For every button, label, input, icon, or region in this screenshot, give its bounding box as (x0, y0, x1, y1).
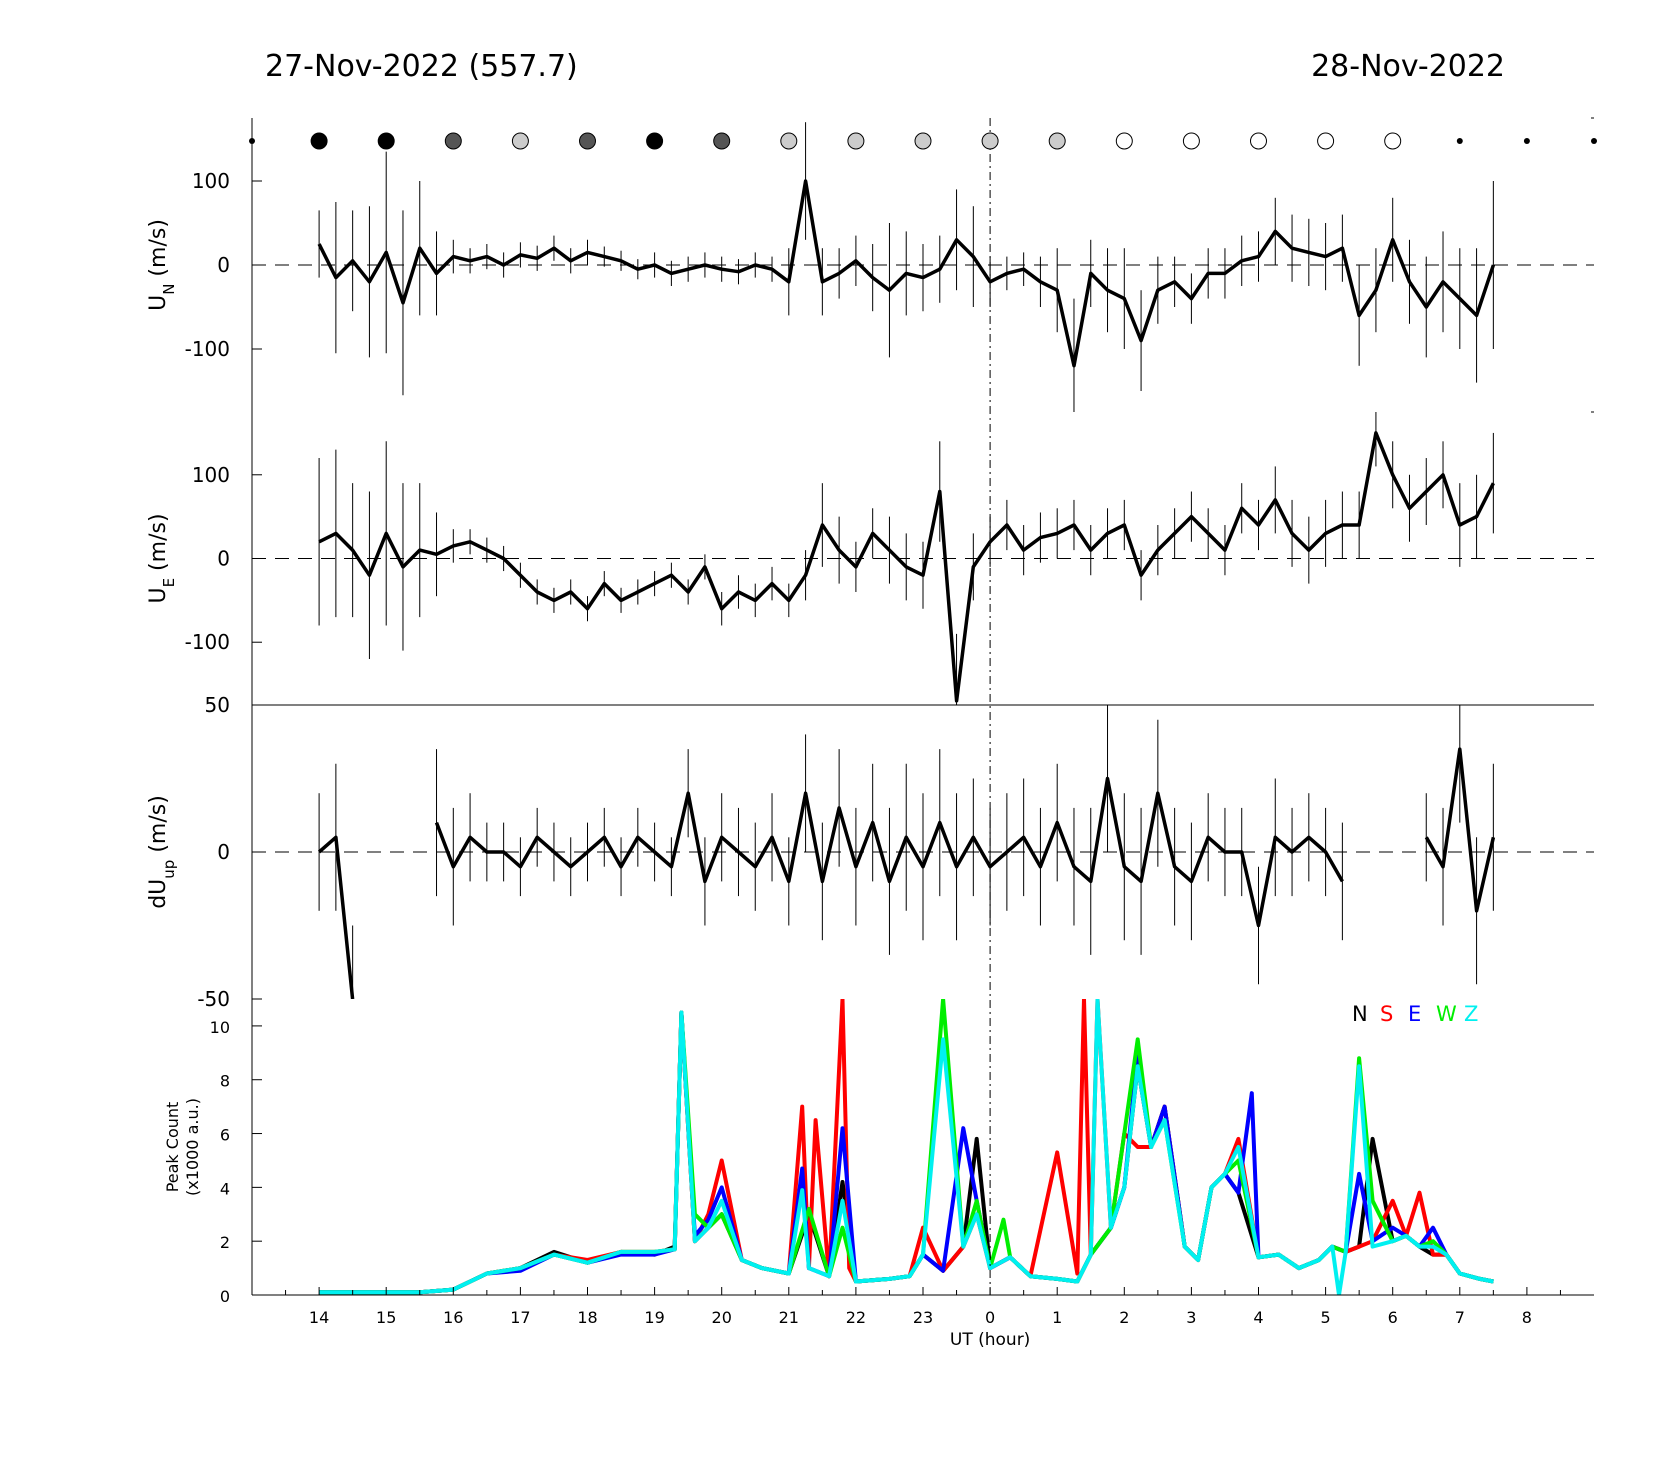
x-axis-label: UT (hour) (950, 1330, 1030, 1350)
y-tick-label: -50 (197, 987, 230, 1011)
y-axis-label: dUup (m/s) (146, 795, 178, 909)
sky-marker-circle (511, 132, 529, 150)
y-tick-label: 50 (205, 693, 230, 717)
sky-marker-circle (646, 132, 664, 150)
y-tick-label: 100 (192, 169, 230, 193)
series-line-W (319, 999, 1494, 1295)
x-tick-label: 7 (1455, 1308, 1465, 1327)
y-tick-label: 0 (217, 547, 230, 571)
sky-marker-circle (310, 132, 328, 150)
x-tick-label: 15 (376, 1308, 396, 1327)
wind-line (317, 179, 1496, 368)
x-tick-label: 0 (985, 1308, 995, 1327)
x-tick-label: 17 (510, 1308, 530, 1327)
y-tick-label: 10 (210, 1018, 230, 1037)
y-tick-label: 0 (220, 1287, 230, 1306)
x-tick-label: 22 (846, 1308, 866, 1327)
y-axis-label: Peak Count (163, 1102, 182, 1193)
x-tick-label: 21 (779, 1308, 799, 1327)
y-tick-label: -100 (185, 630, 230, 654)
sky-marker-dot (249, 138, 255, 144)
y-tick-label: 100 (192, 463, 230, 487)
left-date-title: 27-Nov-2022 (557.7) (265, 49, 578, 84)
x-tick-label: 8 (1522, 1308, 1532, 1327)
y-tick-label: 2 (220, 1233, 230, 1252)
legend-entry-E: E (1408, 1002, 1421, 1026)
legend-entry-N: N (1352, 1002, 1368, 1026)
series-line-N (319, 1010, 1494, 1295)
y-axis-label-line2: (x1000 a.u.) (183, 1098, 202, 1196)
panel-ue: -100 0 100 UE (m/s) (146, 411, 1594, 705)
sky-marker-circle (1317, 132, 1335, 150)
panel-plot-area (318, 412, 1495, 705)
y-tick-label: 8 (220, 1072, 230, 1091)
x-tick-label: 23 (913, 1308, 933, 1327)
x-tick-label: 16 (443, 1308, 463, 1327)
series-line-E (319, 1010, 1494, 1295)
sky-marker-circle (780, 132, 798, 150)
sky-marker-circle (377, 132, 395, 150)
sky-marker-circle (1048, 132, 1066, 150)
y-tick-label: 4 (220, 1179, 230, 1198)
wind-line (317, 835, 355, 999)
legend-entry-S: S (1380, 1002, 1393, 1026)
wind-line (1424, 747, 1496, 913)
sky-marker-circle (914, 132, 932, 150)
panel-dup: -50 0 50 dUup (m/s) (146, 693, 1594, 1011)
y-tick-label: 6 (220, 1126, 230, 1145)
legend-entry-W: W (1436, 1002, 1457, 1026)
x-tick-label: 4 (1253, 1308, 1263, 1327)
right-date-title: 28-Nov-2022 (1311, 49, 1505, 84)
sky-marker-circle (713, 132, 731, 150)
series-line-Z (319, 999, 1494, 1295)
sky-marker-circle (981, 132, 999, 150)
series-line-S (319, 999, 1494, 1295)
x-tick-label: 3 (1186, 1308, 1196, 1327)
x-tick-label: 6 (1388, 1308, 1398, 1327)
sky-marker-dot (1523, 138, 1530, 144)
x-tick-label: 5 (1321, 1308, 1331, 1327)
sky-marker-circle (1115, 132, 1133, 150)
x-tick-label: 18 (577, 1308, 597, 1327)
x-tick-label: 2 (1119, 1308, 1129, 1327)
x-tick-label: 20 (712, 1308, 732, 1327)
sky-marker-circle (1250, 132, 1267, 150)
panel-un: -100 0 100 UN (m/s) (146, 117, 1594, 412)
legend-entry-Z: Z (1464, 1002, 1478, 1026)
sky-marker-circle (847, 132, 865, 150)
wind-line (318, 431, 1495, 703)
y-axis-label: UE (m/s) (146, 513, 178, 603)
sky-marker-circle (1182, 132, 1200, 150)
sky-marker-dot (1591, 138, 1597, 144)
panel-plot-area (317, 705, 1496, 999)
y-axis-label: UN (m/s) (146, 219, 178, 311)
sky-marker-dot (1456, 138, 1463, 144)
y-tick-label: -100 (185, 337, 230, 361)
panel-plot-area (319, 999, 1494, 1295)
sky-marker-circle (579, 132, 596, 150)
panel-plot-area (317, 122, 1496, 412)
x-tick-label: 19 (644, 1308, 664, 1327)
y-tick-label: 0 (217, 253, 230, 277)
x-tick-label: 1 (1052, 1308, 1062, 1327)
y-tick-label: 0 (217, 840, 230, 864)
sky-marker-circle (444, 132, 462, 150)
wind-line (434, 776, 1344, 928)
sky-marker-circle (1384, 132, 1402, 150)
x-tick-label: 14 (309, 1308, 329, 1327)
